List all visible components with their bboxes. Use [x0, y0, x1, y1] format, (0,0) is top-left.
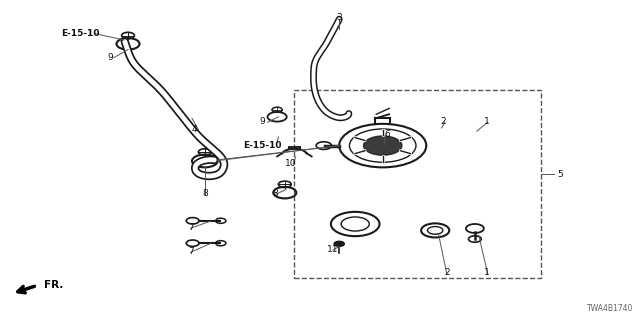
Text: 3: 3: [337, 13, 342, 22]
Text: 2: 2: [444, 268, 449, 277]
Text: 9: 9: [108, 53, 113, 62]
Text: 10: 10: [285, 159, 297, 168]
Text: 7: 7: [188, 247, 193, 256]
Text: 1: 1: [484, 268, 489, 277]
Text: E-15-10: E-15-10: [243, 141, 282, 150]
Text: 1: 1: [484, 117, 489, 126]
Text: 6: 6: [384, 130, 390, 139]
Text: 4: 4: [192, 125, 198, 134]
Circle shape: [334, 241, 344, 246]
Text: TWA4B1740: TWA4B1740: [588, 304, 634, 313]
Text: 8: 8: [273, 189, 278, 198]
Text: 5: 5: [557, 170, 563, 179]
Text: 8: 8: [202, 189, 207, 198]
Text: 2: 2: [440, 117, 445, 126]
Bar: [294, 90, 541, 278]
Text: FR.: FR.: [44, 280, 63, 291]
Text: 11: 11: [327, 245, 339, 254]
Circle shape: [316, 142, 332, 149]
Text: 7: 7: [188, 223, 193, 232]
Text: E-15-10: E-15-10: [61, 29, 99, 38]
Circle shape: [364, 136, 402, 155]
Text: 9: 9: [260, 117, 266, 126]
